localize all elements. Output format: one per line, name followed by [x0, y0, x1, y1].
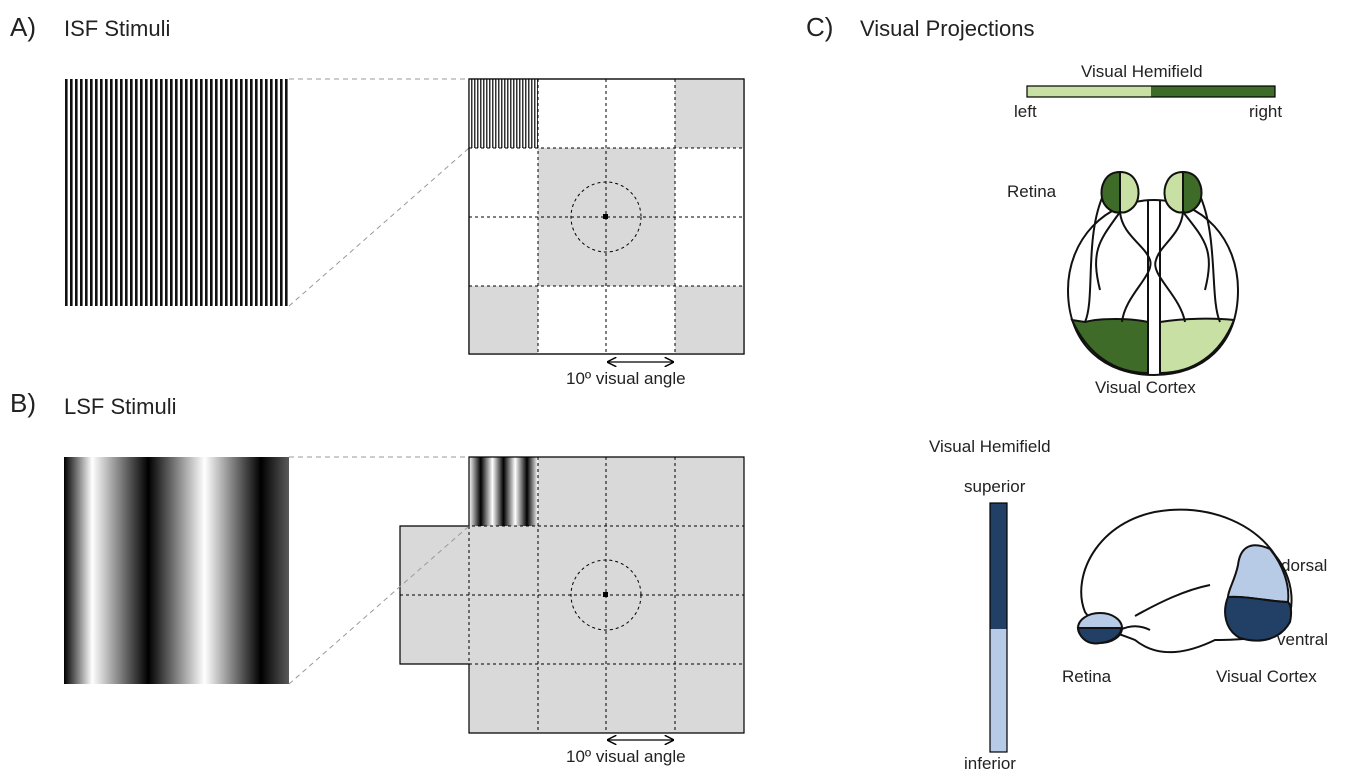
ventral-label: ventral: [1277, 630, 1329, 649]
hemifield-title-vertical: Visual Hemifield: [929, 437, 1051, 456]
retina-label-top: Retina: [1007, 182, 1057, 201]
lsf-zoom-lines: [288, 456, 470, 685]
retina-label-bottom: Retina: [1062, 667, 1112, 686]
lsf-small-patch: [469, 457, 538, 526]
lsf-grid: [399, 456, 745, 734]
inferior-label: inferior: [964, 754, 1016, 773]
isf-small-patch: [469, 79, 538, 148]
hemifield-bar-horizontal: [1026, 85, 1276, 98]
isf-angle-label: 10º visual angle: [566, 369, 686, 388]
hemifield-bar-vertical: [989, 502, 1008, 753]
panel-b-letter: B): [10, 388, 36, 418]
isf-fixation-dot: [603, 214, 608, 219]
visual-cortex-label-bottom: Visual Cortex: [1216, 667, 1317, 686]
isf-zoom-lines: [288, 78, 470, 307]
isf-grid: [468, 78, 745, 355]
panel-a-title: ISF Stimuli: [64, 16, 171, 41]
isf-fixation-circle: [570, 181, 642, 253]
dorsal-label: dorsal: [1281, 556, 1328, 575]
panel-c-letter: C): [806, 12, 834, 42]
superior-label: superior: [964, 477, 1026, 496]
panel-c-title: Visual Projections: [860, 16, 1035, 41]
lsf-fixation-circle: [570, 559, 642, 631]
left-label: left: [1014, 102, 1037, 121]
panel-b-title: LSF Stimuli: [64, 394, 177, 419]
brain-side-view: [1076, 508, 1293, 654]
visual-cortex-label-top: Visual Cortex: [1095, 378, 1196, 397]
right-label: right: [1249, 102, 1283, 121]
hemifield-title-horizontal: Visual Hemifield: [1081, 62, 1203, 81]
lsf-fixation-dot: [603, 592, 608, 597]
lsf-angle-label: 10º visual angle: [566, 747, 686, 766]
isf-stimulus: [64, 79, 289, 306]
panel-a-letter: A): [10, 12, 36, 42]
brain-top-view: [1066, 170, 1240, 377]
lsf-stimulus: [64, 457, 289, 684]
